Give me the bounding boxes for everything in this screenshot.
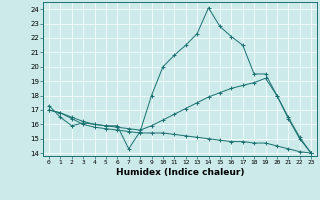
X-axis label: Humidex (Indice chaleur): Humidex (Indice chaleur)	[116, 168, 244, 177]
